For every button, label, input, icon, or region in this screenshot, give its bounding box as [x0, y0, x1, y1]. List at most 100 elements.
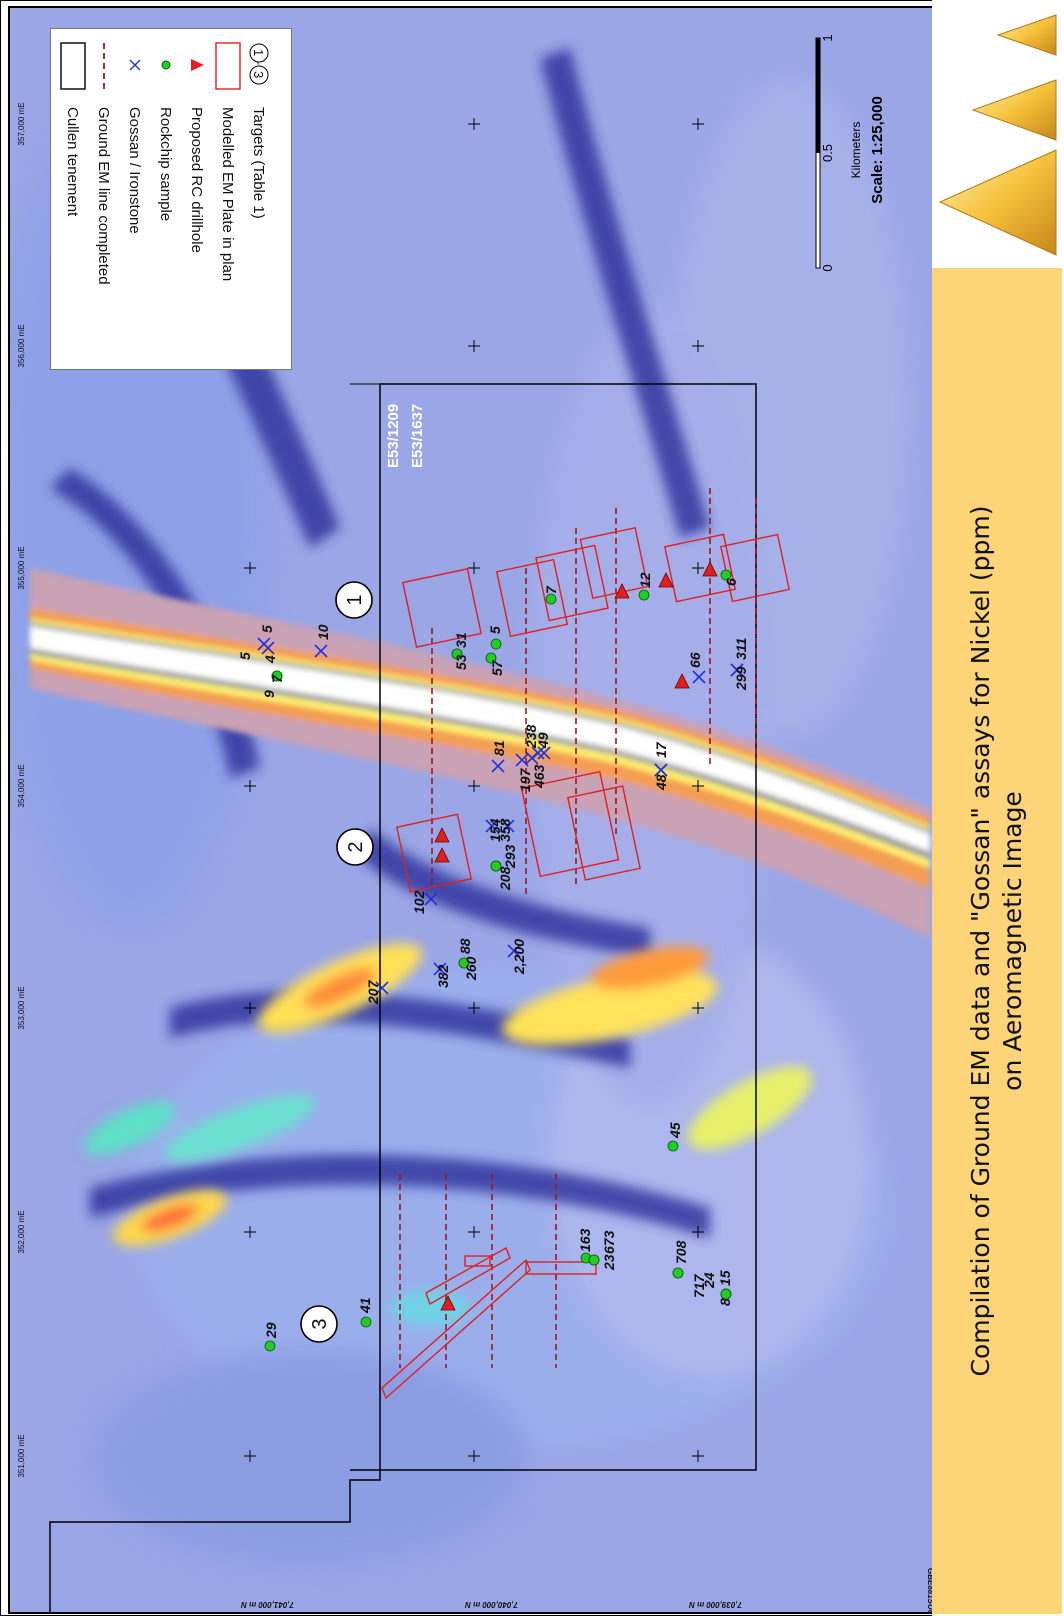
target-label: 2 — [345, 841, 367, 852]
rockchip-label: 4 — [262, 655, 278, 664]
rockchip-marker — [451, 648, 463, 660]
drillhole-marker — [702, 561, 718, 577]
scale-tick-label: 1 — [820, 34, 835, 41]
target-circle — [336, 828, 374, 866]
scale-tick-label: 0.5 — [820, 144, 835, 162]
gossan-marker — [692, 670, 706, 684]
legend-label: Targets (Table 1) — [250, 107, 267, 219]
rockchip-marker — [458, 957, 470, 969]
northing-label: 7,040,000 m N — [465, 1600, 518, 1609]
rockchip-label: 29 — [263, 1322, 279, 1339]
drillhole-marker — [434, 827, 450, 843]
gossan-label: 10 — [315, 624, 331, 640]
gossan-label: 299 — [733, 666, 749, 691]
drillhole-marker — [674, 673, 690, 689]
gossan-label: 358 — [497, 818, 513, 842]
drillhole-marker — [614, 583, 630, 599]
caption-line-2: on Aeromagnetic Image — [998, 791, 1027, 1091]
rockchip-label: 163 — [577, 1228, 593, 1252]
scale-unit: Kilometers — [849, 122, 863, 179]
legend-label: Cullen tenement — [64, 107, 81, 217]
gossan-marker — [491, 759, 505, 773]
easting-label: 353,000 mE — [17, 986, 26, 1029]
caption-panel — [932, 268, 1062, 1614]
rockchip-label: 15 — [717, 1270, 733, 1286]
tenement-label: E53/1637 — [409, 404, 426, 468]
scale-tick-label: 0 — [820, 264, 835, 271]
map-legend: 1 - 3 Targets (Table 1) Modelled EM Plate in… — [50, 28, 292, 370]
gossan-marker — [314, 644, 328, 658]
legend-label: Proposed RC drillhole — [188, 107, 205, 253]
cullen-tenement-outline — [49, 383, 757, 1612]
rockchip-label: 31 — [453, 632, 469, 648]
target-circle — [335, 581, 373, 619]
rockchip-marker — [638, 589, 650, 601]
gossan-label: 48 — [653, 774, 669, 791]
rockchip-label: 7 — [543, 585, 559, 594]
rockchip-label: 5 — [487, 626, 503, 634]
gossan-label: 49 — [535, 732, 551, 749]
legend-row-dashed-red-line: Ground EM line completed — [95, 43, 112, 285]
rockchip-label: 57 — [489, 659, 505, 676]
gossan-label: 17 — [653, 741, 669, 758]
legend-row-black-rect: Cullen tenement — [60, 42, 86, 217]
gossan-label: 207 — [365, 979, 381, 1005]
gossan-marker — [257, 637, 271, 651]
gossan-marker — [375, 981, 389, 995]
rockchip-marker — [720, 569, 732, 581]
rockchip-label: 260 — [463, 956, 479, 981]
gossan-label: 2,200 — [511, 939, 527, 975]
ground-em-lines — [399, 488, 757, 1368]
reference-code: GBE881SU6Z013 — [926, 1568, 932, 1612]
gossan-marker — [501, 819, 515, 833]
rockchip-marker — [545, 593, 557, 605]
gossan-label: 382 — [435, 964, 451, 988]
rockchip-label: 24 — [701, 1272, 717, 1289]
gossan-marker — [654, 763, 668, 777]
rockchip-label: 208 — [497, 866, 513, 891]
rockchip-label: 6 — [723, 578, 739, 586]
gossan-label: 5 — [237, 652, 253, 660]
rockchip-marker — [271, 670, 283, 682]
target-circle — [300, 1305, 338, 1343]
easting-label: 357,000 mE — [17, 102, 26, 145]
scale-bar: 0 0.5 1 Kilometers Scale: 1:25,000 — [815, 34, 886, 272]
northing-label: 7,039,000 m N — [689, 1600, 742, 1609]
gossan-label: 238 — [523, 724, 539, 749]
gossan-marker — [507, 944, 521, 958]
rockchip-label: 717 — [691, 1273, 707, 1298]
scale-text: Scale: 1:25,000 — [869, 96, 886, 204]
easting-label: 352,000 mE — [17, 1210, 26, 1253]
rockchip-label: 53 — [453, 654, 469, 670]
rockchip-label: 41 — [357, 1297, 373, 1314]
drillhole-marker — [434, 847, 450, 863]
gossan-marker — [424, 892, 438, 906]
gossan-label: 5 — [259, 625, 275, 633]
gossan-marker — [537, 746, 551, 760]
gossan-marker — [531, 746, 545, 760]
rockchip-label: 293 — [502, 844, 518, 869]
gossan-marker — [433, 962, 447, 976]
drillhole-marker — [658, 572, 674, 588]
map-caption: Compilation of Ground EM data and "Gossa… — [937, 291, 1057, 1591]
legend-row-em-plate-rect: Modelled EM Plate in plan — [215, 42, 241, 281]
rockchip-label: 9 — [261, 690, 277, 698]
rockchip-label: 708 — [673, 1240, 689, 1264]
legend-label: Modelled EM Plate in plan — [219, 107, 236, 281]
svg-text:1: 1 — [251, 49, 266, 56]
northing-label: 7,041,000 m N — [241, 1600, 294, 1609]
rockchip-marker — [667, 1140, 679, 1152]
gossan-label: 463 — [531, 764, 547, 789]
legend-row-target-circles: 1 - 3 Targets (Table 1) — [249, 43, 269, 219]
gossan-marker — [730, 663, 744, 677]
triangle-logo-icon — [938, 14, 1057, 256]
easting-label: 351,000 mE — [17, 1434, 26, 1477]
easting-label: 354,000 mE — [17, 764, 26, 807]
legend-row-blue-cross: Gossan / Ironstone — [126, 59, 143, 234]
easting-label: 355,000 mE — [17, 546, 26, 589]
legend-row-red-triangle: Proposed RC drillhole — [188, 59, 205, 253]
caption-line-1: Compilation of Ground EM data and "Gossa… — [966, 505, 995, 1377]
map-panel[interactable]: 351,000 mE 352,000 mE 353,000 mE 354,000 mE… — [8, 6, 934, 1614]
rockchip-label: 88 — [457, 938, 473, 954]
legend-label: Ground EM line completed — [95, 107, 112, 285]
